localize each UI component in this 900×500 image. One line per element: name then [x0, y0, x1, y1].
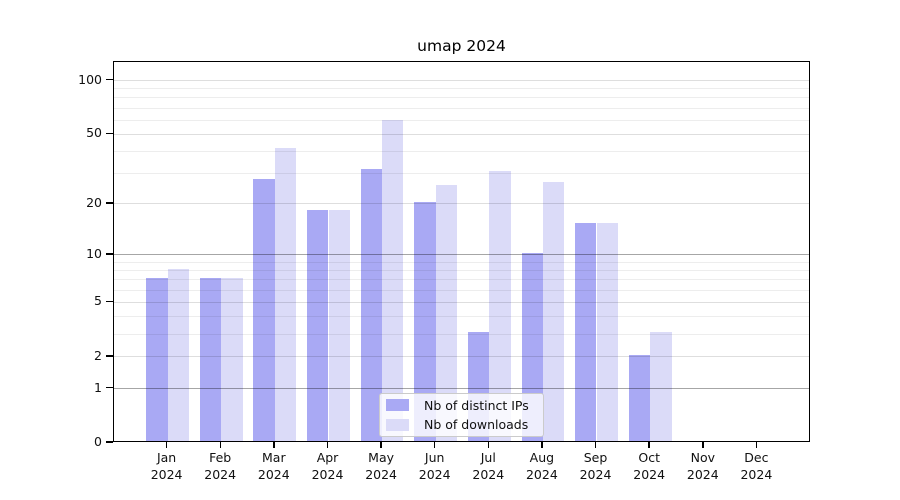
bar-feb-s0: [199, 277, 222, 441]
x-tick-mark-mar: [273, 442, 275, 448]
x-tick-label-jun: Jun 2024: [418, 450, 451, 482]
x-tick-mark-oct: [648, 442, 650, 448]
x-tick-label-nov: Nov 2024: [686, 450, 719, 482]
gridline-minor-6: [114, 289, 809, 291]
y-tick-mark-100: [106, 78, 113, 81]
bar-sep-s1: [596, 223, 618, 441]
x-tick-mark-feb: [219, 442, 221, 448]
gridline-minor-70: [114, 107, 809, 109]
gridline-minor-80: [114, 97, 809, 99]
legend-swatch-distinct-ips: [386, 399, 409, 412]
bar-may-s1: [382, 119, 404, 441]
legend: Nb of distinct IPs Nb of downloads: [379, 393, 544, 437]
gridline-mid-20: [114, 203, 809, 205]
bar-jun-s0: [414, 201, 436, 441]
bar-feb-s1: [221, 277, 243, 441]
legend-row-distinct-ips: Nb of distinct IPs: [386, 397, 536, 414]
y-tick-mark-1: [106, 386, 113, 389]
bar-oct-s0: [628, 354, 651, 441]
x-tick-label-oct: Oct 2024: [633, 450, 666, 482]
gridline-minor-3: [114, 333, 809, 335]
gridline-mid-2: [114, 356, 809, 358]
bar-mar-s1: [274, 147, 297, 441]
bar-apr-s0: [307, 209, 329, 441]
x-tick-label-jul: Jul 2024: [472, 450, 505, 482]
gridline-major-10: [114, 254, 809, 256]
gridline-mid-5: [114, 301, 809, 303]
y-tick-label-2: 2: [94, 347, 102, 363]
x-tick-label-feb: Feb 2024: [204, 450, 237, 482]
bar-oct-s1: [650, 332, 672, 441]
legend-swatch-downloads: [386, 418, 409, 431]
gridline-minor-8: [114, 270, 809, 271]
bar-jun-s1: [435, 185, 458, 441]
bar-aug-s1: [542, 182, 565, 441]
gridline-minor-90: [114, 88, 809, 90]
plot-area: [113, 61, 810, 442]
x-tick-label-sep: Sep 2024: [579, 450, 612, 482]
x-tick-label-may: May 2024: [365, 450, 397, 482]
gridline-major-1: [114, 388, 809, 390]
y-tick-mark-20: [106, 202, 113, 204]
y-tick-mark-10: [106, 253, 113, 255]
bar-jan-s1: [167, 268, 189, 441]
legend-row-downloads: Nb of downloads: [386, 417, 536, 434]
bar-jan-s0: [146, 277, 168, 441]
bar-mar-s0: [253, 179, 275, 441]
x-tick-label-jan: Jan 2024: [150, 450, 183, 482]
gridline-minor-4: [114, 316, 809, 318]
x-tick-label-aug: Aug 2024: [525, 450, 558, 482]
x-tick-label-mar: Mar 2024: [257, 450, 290, 482]
y-tick-label-1: 1: [94, 379, 102, 395]
x-tick-label-apr: Apr 2024: [311, 450, 344, 482]
y-tick-label-5: 5: [94, 293, 102, 309]
bar-apr-s1: [328, 209, 350, 441]
x-tick-mark-jun: [433, 442, 436, 448]
y-tick-mark-2: [106, 355, 113, 357]
y-tick-label-50: 50: [86, 125, 102, 141]
gridline-minor-60: [114, 119, 809, 121]
gridline-minor-40: [114, 150, 809, 152]
y-tick-mark-5: [106, 300, 113, 303]
y-tick-label-0: 0: [94, 434, 102, 449]
y-tick-mark-0: [106, 441, 113, 443]
x-tick-mark-dec: [755, 442, 758, 448]
gridline-mid-100: [114, 80, 809, 82]
y-tick-label-100: 100: [78, 71, 102, 87]
legend-label-downloads: Nb of downloads: [424, 417, 529, 433]
x-tick-label-dec: Dec 2024: [740, 450, 773, 482]
gridline-minor-30: [114, 172, 809, 174]
bar-jul-s1: [489, 171, 511, 441]
y-tick-label-10: 10: [86, 245, 102, 261]
bar-may-s0: [360, 168, 382, 441]
gridline-mid-50: [114, 133, 809, 135]
y-tick-mark-50: [106, 132, 113, 134]
x-tick-mark-nov: [702, 442, 704, 448]
x-tick-mark-jan: [165, 442, 168, 448]
x-tick-mark-sep: [594, 442, 597, 448]
x-tick-mark-may: [380, 442, 382, 448]
gridlines-layer: [114, 62, 809, 441]
chart-title: umap 2024: [417, 37, 506, 55]
x-tick-mark-apr: [326, 442, 329, 448]
gridline-minor-9: [114, 261, 809, 263]
x-tick-mark-jul: [487, 442, 490, 448]
legend-label-distinct-ips: Nb of distinct IPs: [424, 397, 529, 413]
bar-sep-s0: [575, 223, 597, 441]
gridline-minor-7: [114, 279, 809, 281]
y-tick-label-20: 20: [86, 194, 102, 210]
x-tick-mark-aug: [541, 442, 543, 448]
